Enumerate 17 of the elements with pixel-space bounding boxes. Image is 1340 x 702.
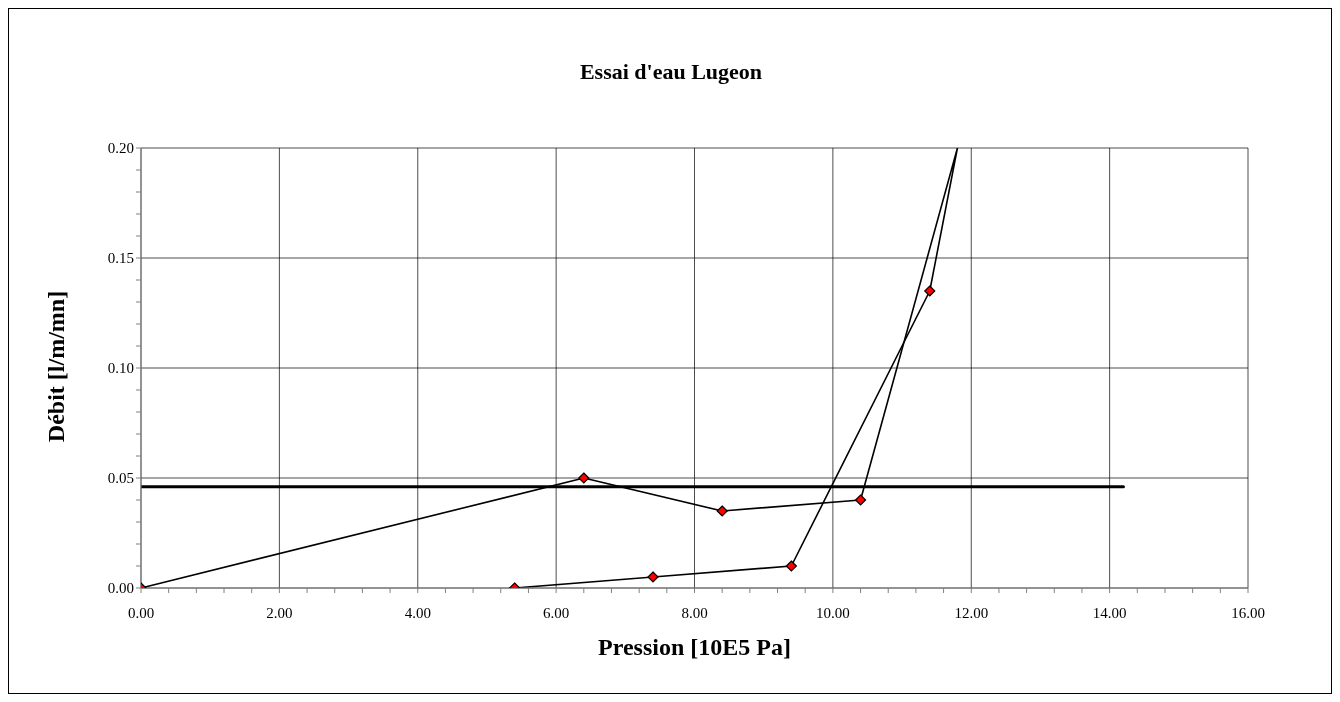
x-tick-label: 16.00: [1231, 604, 1265, 621]
x-tick-label: 12.00: [954, 604, 989, 621]
x-tick-label: 8.00: [681, 604, 708, 621]
x-tick-label: 6.00: [543, 604, 570, 621]
x-tick-label: 0.00: [127, 604, 155, 621]
y-tick-label: 0.15: [107, 250, 134, 267]
x-tick-label: 14.00: [1092, 604, 1127, 621]
y-axis-title: Débit [l/m/mn]: [42, 289, 70, 445]
y-tick-label: 0.10: [107, 360, 134, 377]
y-tick-label: 0.20: [107, 140, 134, 157]
y-tick-label: 0.05: [107, 470, 134, 487]
y-tick-label: 0.00: [107, 580, 134, 597]
chart-title: Essai d'eau Lugeon: [578, 59, 764, 85]
x-tick-label: 10.00: [816, 604, 850, 621]
x-tick-label: 2.00: [266, 604, 293, 621]
x-tick-label: 4.00: [404, 604, 431, 621]
x-axis-title: Pression [10E5 Pa]: [597, 634, 792, 661]
